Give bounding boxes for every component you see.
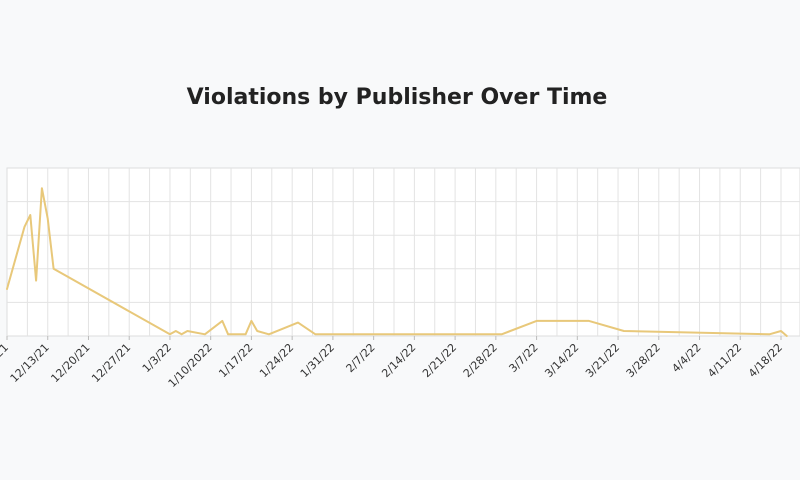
x-tick-label: 3/21/22 bbox=[583, 341, 622, 380]
x-tick-label: 2/14/22 bbox=[379, 341, 418, 380]
x-tick-label: 1/31/22 bbox=[298, 341, 337, 380]
grid-lines bbox=[6, 167, 800, 337]
x-tick-label: 2/7/22 bbox=[344, 341, 378, 375]
x-tick-label: 2/28/22 bbox=[461, 341, 500, 380]
x-tick-label: 3/7/22 bbox=[506, 341, 540, 375]
x-tick-label: 12/27/21 bbox=[89, 341, 133, 385]
series-layer bbox=[6, 187, 788, 337]
x-tick-label: 4/11/22 bbox=[705, 341, 744, 380]
x-tick-label: 12/13/21 bbox=[8, 341, 52, 385]
x-tick-label: 1/10/2022 bbox=[166, 341, 215, 390]
plot-area bbox=[6, 167, 800, 337]
x-tick-label: 12/20/21 bbox=[48, 341, 92, 385]
x-tick-label: 1/17/22 bbox=[216, 341, 255, 380]
x-tick-label: 4/18/22 bbox=[746, 341, 785, 380]
chart-title: Violations by Publisher Over Time bbox=[187, 85, 608, 110]
x-tick-label: 3/28/22 bbox=[624, 341, 663, 380]
x-tick-label: 4/4/22 bbox=[669, 341, 703, 375]
x-tick-label: 3/14/22 bbox=[542, 341, 581, 380]
x-tick-label: 1/24/22 bbox=[257, 341, 296, 380]
x-tick-label: 1/3/22 bbox=[140, 341, 174, 375]
x-tick-label: 2/21/22 bbox=[420, 341, 459, 380]
